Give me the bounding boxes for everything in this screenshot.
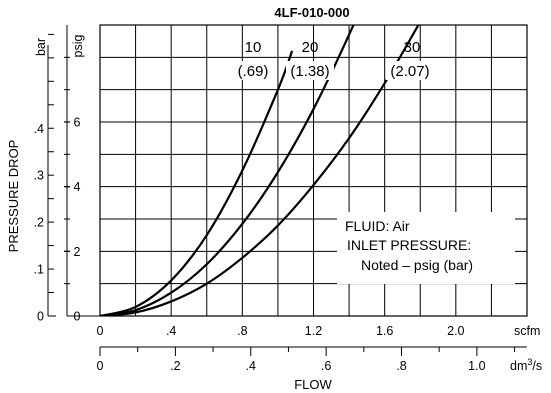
annotation-bg <box>337 212 515 284</box>
x-scfm-tick-label: 1.2 <box>305 324 322 338</box>
y-psig-tick-label: 4 <box>74 180 81 194</box>
x-scfm-unit: scfm <box>514 324 540 338</box>
y-bar-axis: 0 .1 .2 .3 .4 <box>34 33 56 324</box>
plot-frame <box>99 24 528 317</box>
x-axis-title: FLOW <box>294 377 332 392</box>
series-label-bg <box>229 61 277 80</box>
y-psig-tick-label: 0 <box>74 310 81 324</box>
annotation-line: FLUID: Air <box>345 218 410 234</box>
x-scfm-tick-label: 0 <box>97 324 104 338</box>
series-label-bg <box>386 61 434 80</box>
x-dm3s-tick-label: .4 <box>246 359 256 373</box>
x-dm3s-tick-label: .2 <box>170 359 180 373</box>
series-label-bar: (1.38) <box>290 63 329 80</box>
y-psig-tick-label: 6 <box>74 116 81 130</box>
series-label-value: 30 <box>404 39 421 56</box>
x-scfm-tick-label: .8 <box>237 324 247 338</box>
x-dm3s-axis: 0 .2 .4 .6 .8 1.0 <box>97 346 527 373</box>
y-bar-tick-label: .2 <box>34 216 44 230</box>
chart-title: 4LF-010-000 <box>274 5 349 20</box>
y-axis-title: PRESSURE DROP <box>6 140 21 253</box>
annotation-line: INLET PRESSURE: <box>347 237 471 253</box>
x-scfm-tick-label: 2.0 <box>447 324 464 338</box>
y-bar-tick-label: .4 <box>34 122 44 136</box>
y-bar-tick-label: 0 <box>37 310 44 324</box>
x-scfm-axis: 0 .4 .8 1.2 1.6 2.0 <box>97 324 465 338</box>
x-dm3s-tick-label: 1.0 <box>468 359 485 373</box>
x-scfm-tick-label: 1.6 <box>376 324 393 338</box>
series-label-value: 10 <box>245 39 262 56</box>
series-line-1 <box>100 50 294 316</box>
y-bar-tick-label: .1 <box>34 263 44 277</box>
x-dm3s-tick-label: .6 <box>321 359 331 373</box>
y-psig-tick-label: 2 <box>74 245 81 259</box>
y-bar-tick-label: .3 <box>34 169 44 183</box>
x-dm3s-tick-label: .8 <box>396 359 406 373</box>
series-label-bar: (.69) <box>238 63 269 80</box>
curve-labels: 10 (.69) 20 (1.38) 30 (2.07) <box>229 39 434 80</box>
x-dm3s-unit: dm3/s <box>510 357 542 373</box>
y-bar-unit: bar <box>34 38 48 56</box>
x-dm3s-tick-label: 0 <box>97 359 104 373</box>
curves <box>100 25 420 316</box>
y-psig-unit: psig <box>71 34 85 57</box>
x-scfm-tick-label: .4 <box>166 324 176 338</box>
series-label-bg <box>286 61 334 80</box>
series-line-3 <box>100 25 420 316</box>
annotation-line: Noted – psig (bar) <box>361 257 473 273</box>
y-psig-axis: 0 2 4 6 <box>64 25 100 324</box>
series-label-value: 20 <box>302 39 319 56</box>
fluid-annotation: FLUID: Air INLET PRESSURE: Noted – psig (b… <box>337 212 515 284</box>
series-label-bar: (2.07) <box>390 63 429 80</box>
series-line-2 <box>100 25 355 316</box>
